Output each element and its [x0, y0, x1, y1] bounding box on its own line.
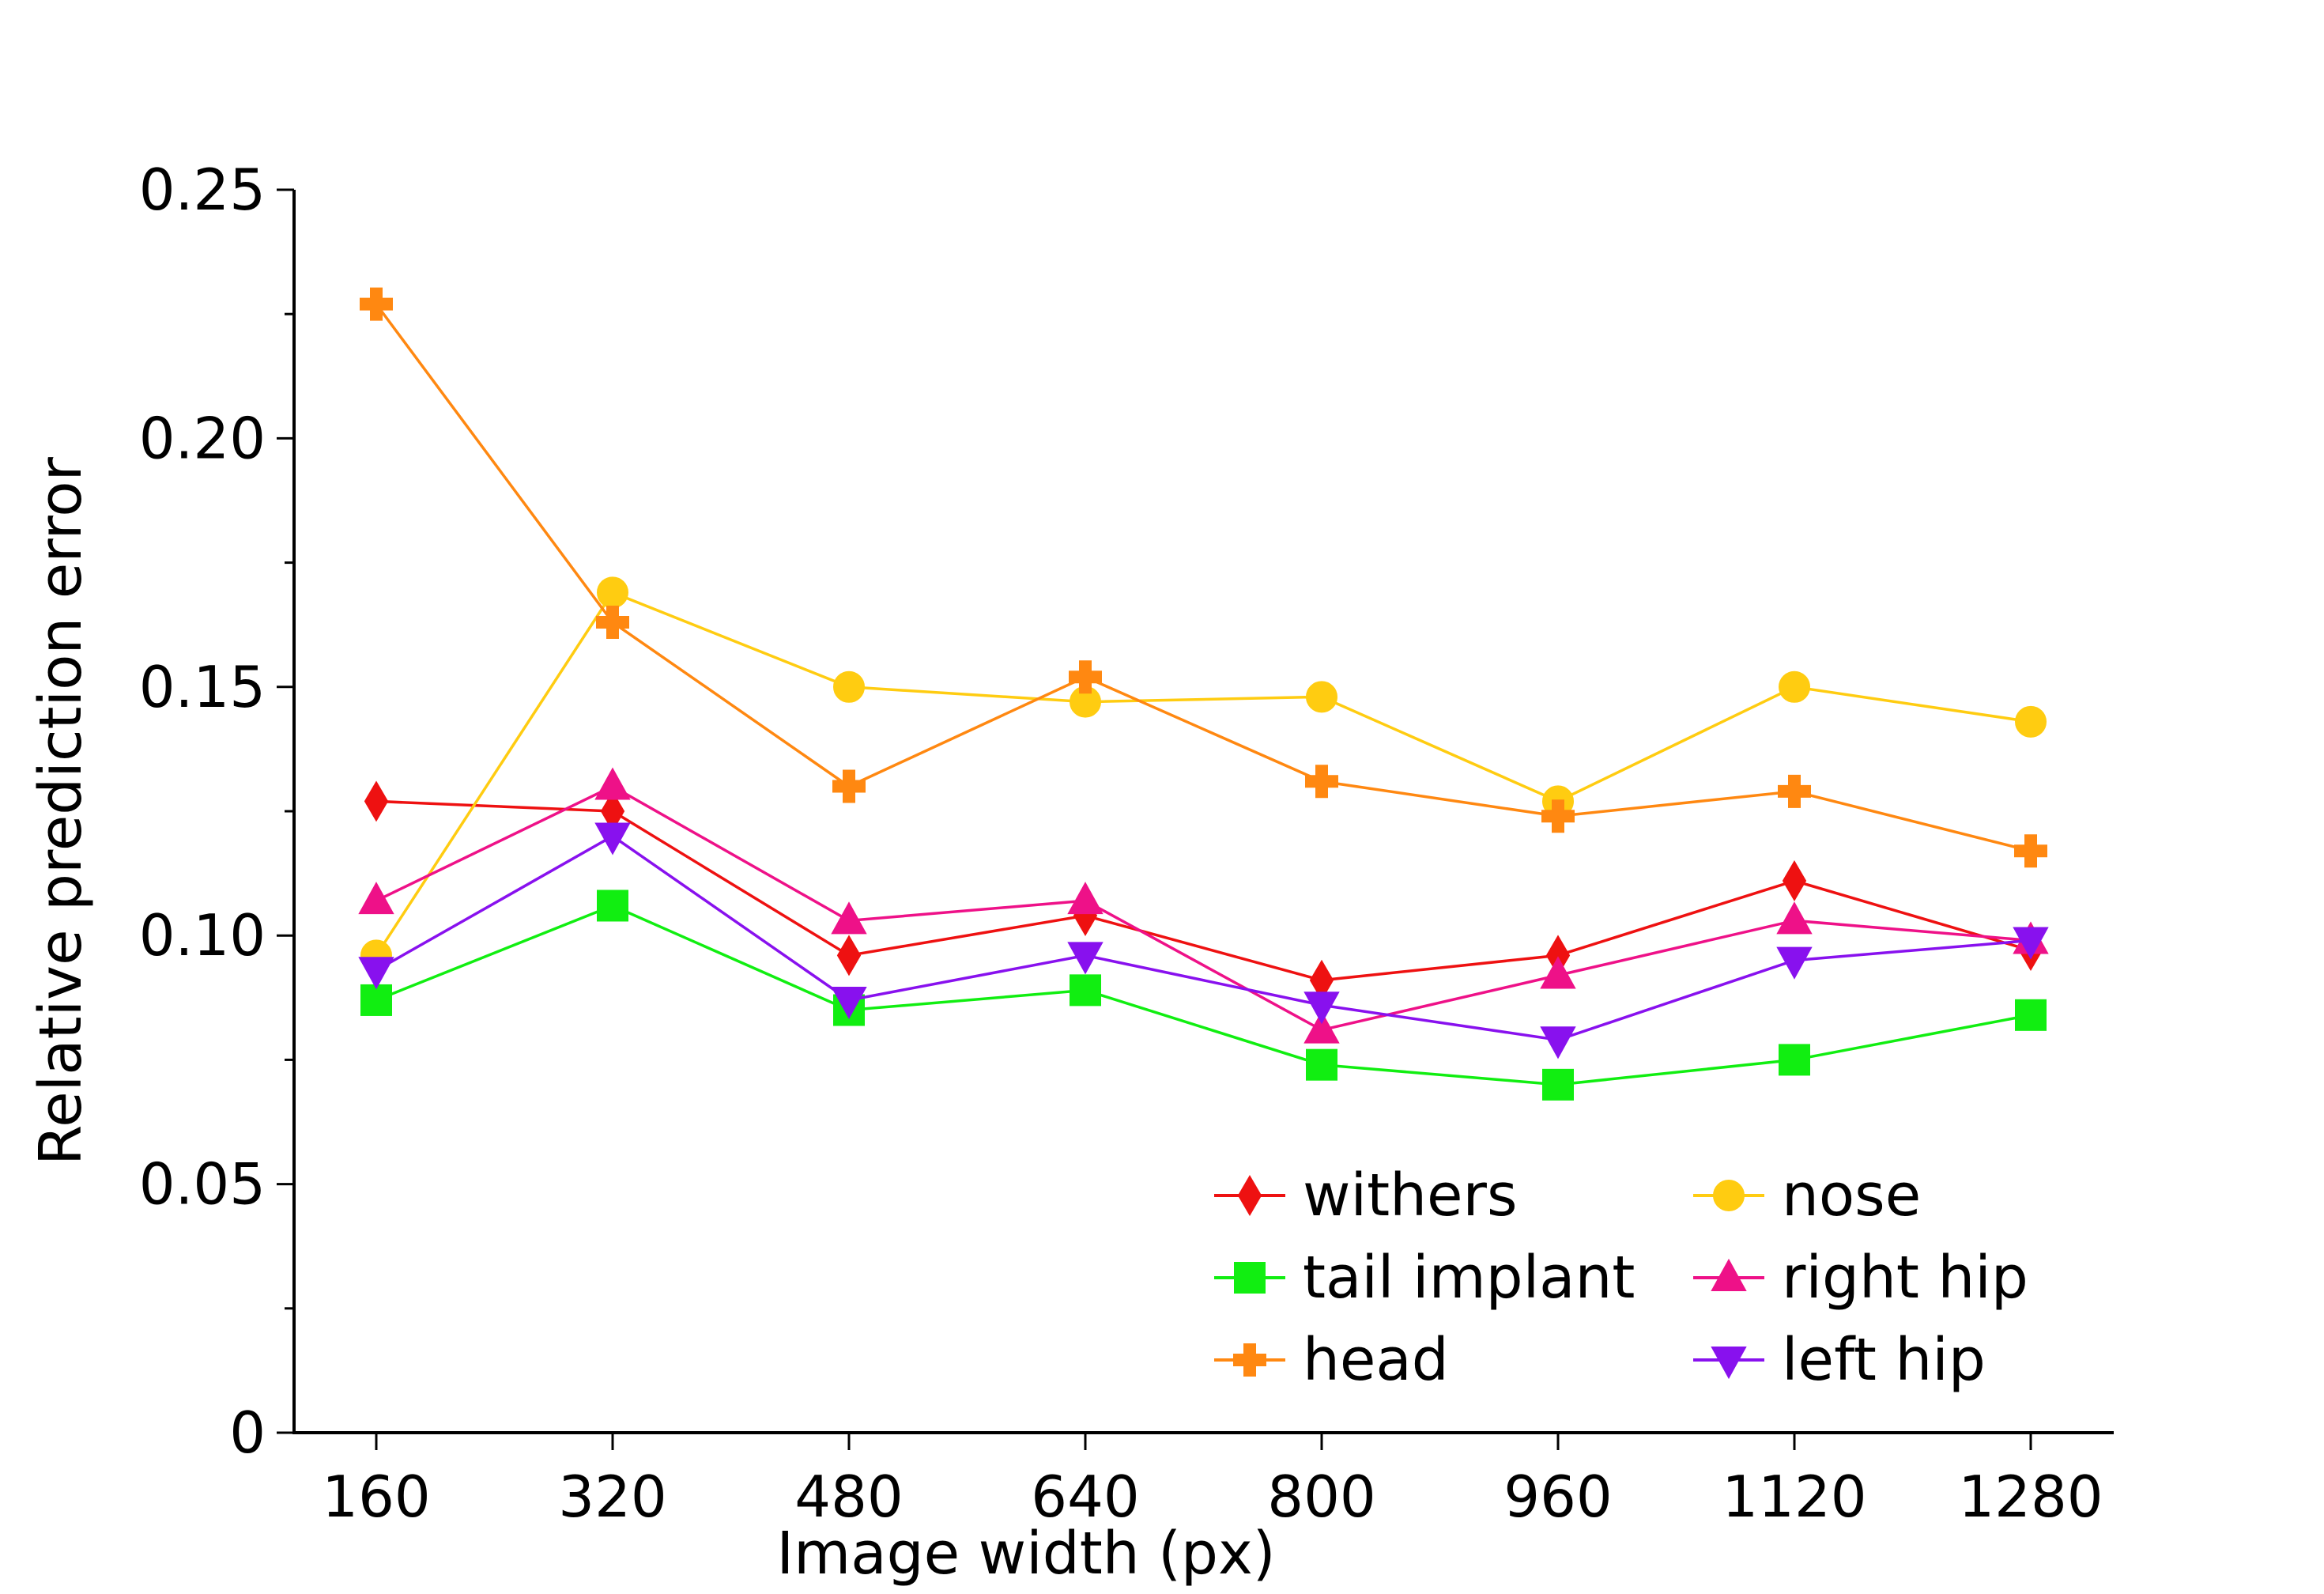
- plot-series: [358, 287, 2049, 1101]
- data-point-tail-implant: [1070, 974, 1101, 1007]
- legend-item-left-hip: left hip: [1693, 1326, 1986, 1394]
- data-point-right-hip: [1303, 1010, 1340, 1044]
- data-point-left-hip: [1303, 992, 1340, 1025]
- legend-marker: [1237, 1175, 1262, 1216]
- data-point-head: [360, 287, 393, 321]
- x-tick-label: 800: [1267, 1464, 1375, 1530]
- legend-marker: [1713, 1180, 1745, 1211]
- data-point-tail-implant: [2015, 999, 2047, 1031]
- data-point-left-hip: [1540, 1026, 1576, 1060]
- data-point-head: [832, 769, 866, 803]
- x-tick-label: 960: [1503, 1464, 1612, 1530]
- y-tick-label: 0.20: [139, 405, 266, 471]
- data-point-nose: [833, 670, 865, 703]
- data-point-right-hip: [1067, 882, 1104, 915]
- x-tick-label: 1120: [1722, 1464, 1866, 1530]
- data-point-left-hip: [1067, 942, 1104, 975]
- y-axis-title: Relative prediction error: [27, 456, 95, 1165]
- data-point-nose: [1306, 681, 1337, 713]
- x-tick-label: 1280: [1958, 1464, 2103, 1530]
- legend-label: tail implant: [1303, 1244, 1635, 1312]
- legend-marker: [1711, 1347, 1747, 1380]
- data-point-right-hip: [1540, 956, 1576, 989]
- x-tick-label: 320: [558, 1464, 666, 1530]
- x-tick-label: 160: [322, 1464, 430, 1530]
- legend-marker: [1234, 1262, 1266, 1294]
- legend: withers nose tail implant right hip head left…: [1214, 1162, 2028, 1394]
- data-point-head: [1541, 799, 1575, 833]
- series-line-right-hip: [375, 784, 2032, 1032]
- data-point-right-hip: [1776, 901, 1813, 935]
- legend-label: withers: [1303, 1162, 1518, 1229]
- legend-item-tail-implant: tail implant: [1214, 1244, 1635, 1312]
- data-point-withers: [364, 780, 389, 822]
- data-point-left-hip: [831, 986, 867, 1020]
- x-ticks: 160 320 480 640 800 960 1120 1280: [322, 1433, 2103, 1530]
- y-tick-label: 0.25: [139, 157, 266, 223]
- legend-item-withers: withers: [1214, 1162, 1518, 1229]
- data-point-left-hip: [594, 822, 631, 856]
- series-line-head: [375, 303, 2032, 853]
- data-point-withers: [836, 935, 862, 976]
- data-point-left-hip: [2013, 927, 2049, 960]
- data-point-nose: [597, 576, 628, 609]
- data-point-tail-implant: [1542, 1068, 1574, 1101]
- x-tick-label: 640: [1031, 1464, 1139, 1530]
- data-point-nose: [1779, 670, 1810, 703]
- data-point-right-hip: [594, 767, 631, 800]
- data-point-head: [2014, 834, 2047, 868]
- y-tick-label: 0.15: [139, 654, 266, 720]
- series-right-hip: [358, 767, 2049, 1044]
- legend-marker: [1233, 1343, 1266, 1377]
- data-point-tail-implant: [597, 890, 628, 922]
- series-head: [360, 287, 2047, 868]
- y-tick-label: 0.05: [139, 1151, 266, 1218]
- y-tick-label: 0: [229, 1399, 266, 1466]
- legend-item-head: head: [1214, 1326, 1449, 1394]
- legend-item-right-hip: right hip: [1693, 1244, 2028, 1312]
- legend-label: left hip: [1782, 1326, 1986, 1394]
- legend-marker: [1711, 1258, 1747, 1291]
- legend-label: right hip: [1782, 1244, 2028, 1312]
- series-line-tail-implant: [375, 904, 2032, 1086]
- legend-label: head: [1303, 1326, 1449, 1394]
- data-point-nose: [2015, 705, 2047, 738]
- series-line-withers: [375, 799, 2032, 982]
- series-line-nose: [375, 591, 2032, 957]
- data-point-head: [1305, 765, 1338, 799]
- data-point-head: [596, 606, 629, 640]
- y-tick-label: 0.10: [139, 902, 266, 969]
- x-tick-label: 480: [794, 1464, 903, 1530]
- data-point-head: [1069, 660, 1102, 694]
- series-left-hip: [358, 822, 2049, 1060]
- y-ticks: 0 0.05 0.10 0.15 0.20 0.25: [139, 157, 294, 1466]
- data-point-tail-implant: [1779, 1044, 1810, 1076]
- x-axis-title: Image width (px): [776, 1520, 1275, 1588]
- data-point-right-hip: [358, 882, 394, 915]
- data-point-left-hip: [358, 957, 394, 990]
- legend-label: nose: [1782, 1162, 1921, 1229]
- data-point-head: [1778, 774, 1811, 808]
- data-point-left-hip: [1776, 946, 1813, 980]
- data-point-right-hip: [831, 901, 867, 935]
- data-point-tail-implant: [1306, 1048, 1337, 1081]
- data-point-withers: [1782, 860, 1807, 902]
- series-nose: [360, 576, 2047, 972]
- series-line-left-hip: [375, 834, 2032, 1042]
- data-point-tail-implant: [360, 984, 392, 1016]
- legend-item-nose: nose: [1693, 1162, 1921, 1229]
